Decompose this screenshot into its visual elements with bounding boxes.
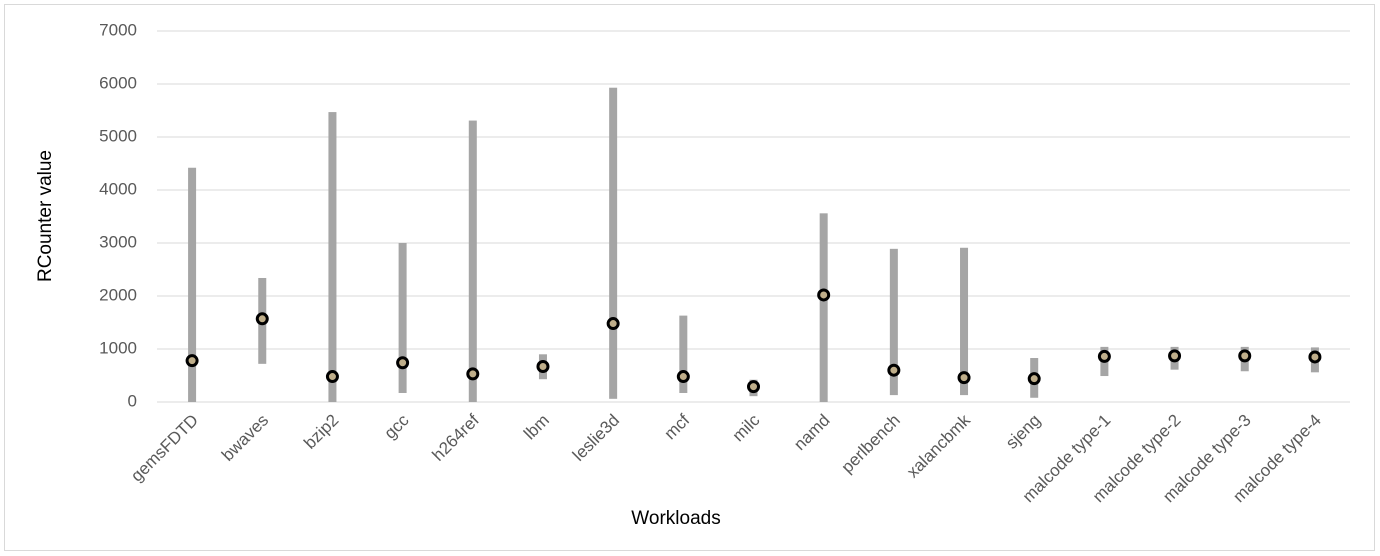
range-bar [398,243,407,393]
mean-marker [396,356,410,370]
mean-marker [1308,350,1322,364]
mean-marker [1238,349,1252,363]
range-bar [468,120,477,402]
y-tick-label: 4000 [99,179,137,198]
mean-marker [466,367,480,381]
chart-border [4,4,1375,551]
mean-marker [1168,349,1182,363]
range-bar [889,248,898,396]
range-bar [960,247,969,396]
range-bar [679,315,688,393]
y-tick-label: 3000 [99,232,137,251]
mean-marker [325,370,339,384]
y-tick-label: 7000 [99,20,137,39]
x-axis-title: Workloads [631,508,720,529]
y-tick-label: 0 [128,391,137,410]
mean-marker [1097,349,1111,363]
mean-marker [676,370,690,384]
mean-marker [1027,372,1041,386]
y-axis-title: RCounter value [35,150,56,282]
range-bar [609,87,618,399]
mean-marker [606,317,620,331]
y-tick-label: 2000 [99,285,137,304]
mean-marker [185,354,199,368]
range-bar [188,167,197,402]
mean-marker [957,371,971,385]
mean-marker [747,380,760,394]
mean-marker [817,288,831,302]
mean-marker [887,363,901,377]
y-tick-label: 5000 [99,126,137,145]
y-tick-label: 6000 [99,73,137,92]
mean-marker [536,359,550,373]
y-tick-label: 1000 [99,338,137,357]
mean-marker [255,312,269,326]
range-bar [819,213,828,402]
range-bar [328,112,337,402]
